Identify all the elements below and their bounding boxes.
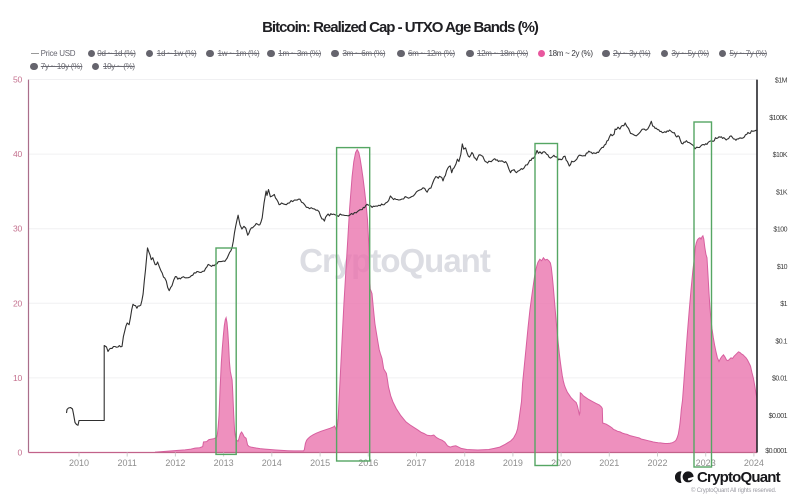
svg-text:2023: 2023 [696,458,716,468]
svg-text:50: 50 [13,75,23,85]
svg-text:$10K: $10K [773,152,788,159]
svg-text:2018: 2018 [455,458,475,468]
svg-text:2010: 2010 [69,458,89,468]
svg-text:2019: 2019 [503,458,523,468]
svg-text:40: 40 [13,149,23,159]
svg-text:$0.01: $0.01 [772,376,788,383]
svg-text:$0.0001: $0.0001 [765,448,787,455]
svg-text:2021: 2021 [599,458,619,468]
svg-text:2011: 2011 [118,458,137,468]
svg-text:$100: $100 [773,227,787,234]
svg-text:10: 10 [13,373,23,383]
svg-text:$1: $1 [780,301,787,308]
svg-text:0: 0 [17,448,22,458]
svg-text:30: 30 [13,224,23,234]
svg-text:$1K: $1K [776,189,788,196]
svg-text:CryptoQuant: CryptoQuant [299,242,491,279]
svg-text:$10: $10 [777,264,788,271]
svg-text:2022: 2022 [647,458,667,468]
svg-text:$1M: $1M [775,78,788,85]
svg-text:2017: 2017 [406,458,426,468]
svg-text:$0.001: $0.001 [769,413,788,420]
svg-text:$0.1: $0.1 [775,338,787,345]
svg-text:2016: 2016 [358,458,378,468]
svg-text:2015: 2015 [310,458,330,468]
svg-text:2013: 2013 [214,458,234,468]
svg-text:2014: 2014 [262,458,282,468]
svg-text:2024: 2024 [744,458,764,468]
svg-text:20: 20 [13,298,23,308]
svg-text:2020: 2020 [551,458,571,468]
svg-text:2012: 2012 [165,458,185,468]
svg-text:$100K: $100K [769,115,788,122]
